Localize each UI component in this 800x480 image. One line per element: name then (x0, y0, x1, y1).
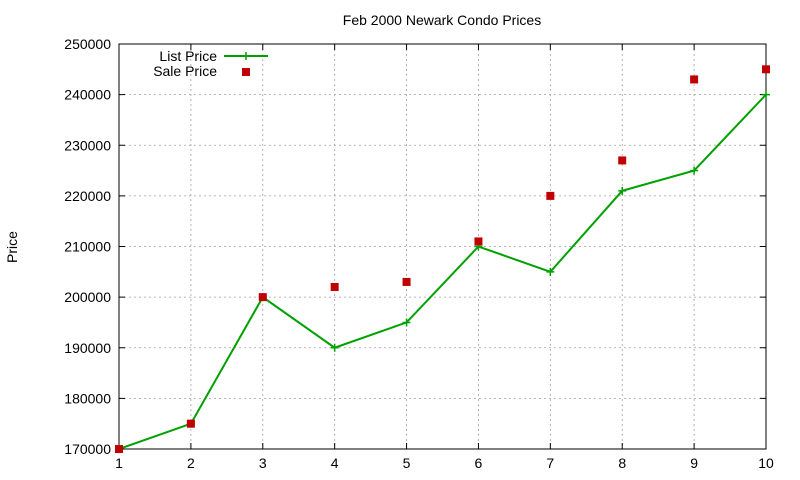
sale-price-point (402, 277, 411, 286)
legend-marks (224, 52, 268, 76)
sale-price-point (546, 191, 555, 200)
sale-price-point (186, 419, 195, 428)
y-tick-label: 170000 (64, 441, 111, 457)
list-price-point (690, 166, 699, 175)
x-tick-label: 1 (115, 455, 123, 471)
y-tick-label: 180000 (64, 390, 111, 406)
x-tick-label: 4 (331, 455, 339, 471)
tick-labels: 1 2 3 4 5 6 7 8 9 10 170000 180000 190000 200000 21000… (64, 36, 774, 471)
sale-price-point (474, 237, 483, 246)
x-tick-label: 5 (403, 455, 411, 471)
y-tick-label: 240000 (64, 87, 111, 103)
list-price-point (546, 267, 555, 276)
legend-marker-list-price (242, 52, 250, 60)
x-tick-label: 2 (187, 455, 195, 471)
legend-label-list-price: List Price (159, 48, 217, 64)
sale-price-point (618, 156, 627, 165)
y-tick-label: 250000 (64, 36, 111, 52)
x-tick-label: 8 (618, 455, 626, 471)
legend-label-sale-price: Sale Price (153, 63, 217, 79)
legend: List Price Sale Price (153, 48, 268, 79)
sale-price-point (330, 283, 339, 291)
y-tick-label: 210000 (64, 239, 111, 255)
y-tick-label: 200000 (64, 289, 111, 305)
list-price-line (118, 93, 767, 450)
grid-lines (119, 44, 766, 449)
list-price-point (402, 318, 411, 327)
x-tick-label: 7 (546, 455, 554, 471)
y-tick-label: 190000 (64, 340, 111, 356)
chart-title: Feb 2000 Newark Condo Prices (343, 12, 541, 28)
sale-price-point (762, 65, 770, 74)
sale-price-point (258, 293, 267, 302)
sale-price-point (115, 445, 123, 453)
plot-frame (118, 43, 767, 450)
legend-marker-sale-price (242, 68, 250, 76)
x-tick-label: 10 (758, 455, 774, 471)
x-tick-label: 6 (475, 455, 483, 471)
list-price-point (330, 343, 339, 352)
list-price-point (618, 186, 627, 195)
list-price-point (762, 90, 770, 99)
y-tick-label: 220000 (64, 188, 111, 204)
y-axis-label: Price (4, 231, 20, 263)
series-marks (115, 65, 770, 453)
sale-price-point (690, 75, 699, 84)
y-tick-label: 230000 (64, 137, 111, 153)
axis-ticks (118, 43, 767, 450)
x-tick-label: 3 (259, 455, 267, 471)
x-tick-label: 9 (690, 455, 698, 471)
